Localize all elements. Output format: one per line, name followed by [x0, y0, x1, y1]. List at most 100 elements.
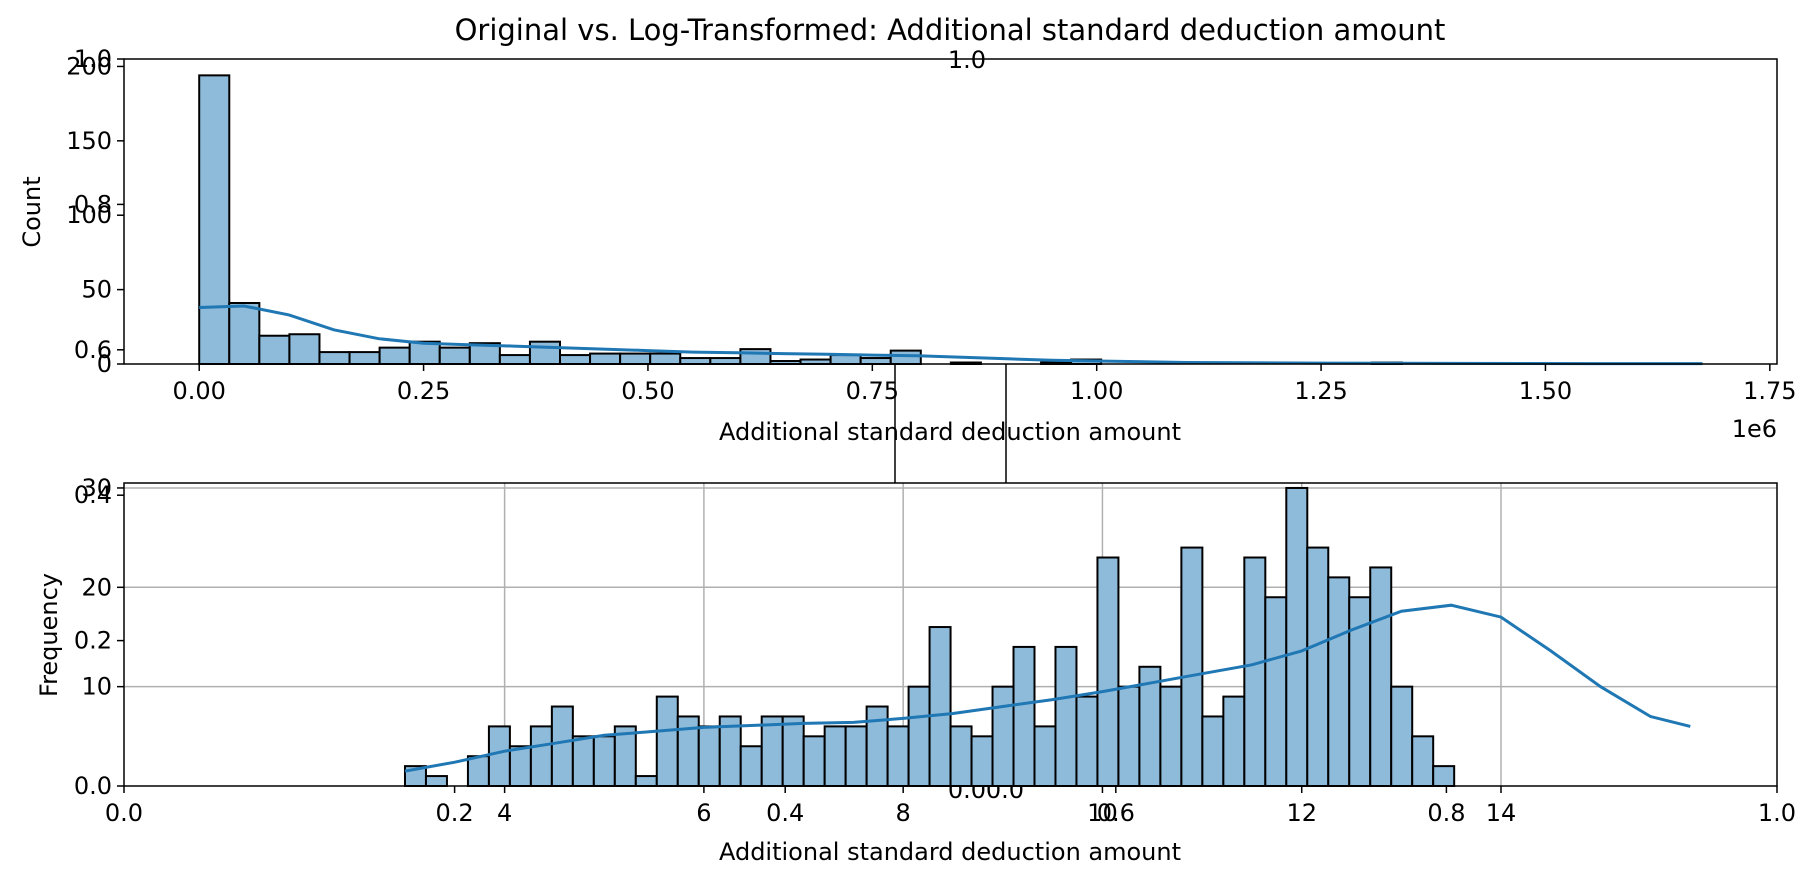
top-y-tick-label: 100 [66, 201, 112, 229]
bottom-bar [970, 735, 994, 788]
bottom-y-tick-label: 10 [81, 673, 112, 701]
top-bars [198, 74, 1403, 366]
bottom-bar [424, 775, 448, 787]
bottom-bar [508, 745, 532, 787]
bottom-bar [1075, 695, 1099, 787]
top-x-tick-label: 0.25 [397, 377, 450, 405]
bottom-bar [1180, 546, 1204, 788]
top-kde-line [199, 304, 1703, 366]
background-x-tick-label: 0.2 [436, 799, 474, 827]
top-y-tick-label: 200 [66, 52, 112, 80]
bottom-bar [1222, 695, 1246, 787]
top-y-ticks: 0 50 100 150 200 [66, 52, 124, 378]
top-bar [589, 352, 622, 365]
top-x-axis-label: Additional standard deduction amount [719, 418, 1181, 446]
bottom-bar [802, 735, 826, 788]
top-x-tick-label: 1.25 [1294, 377, 1347, 405]
top-bar [829, 354, 862, 366]
bottom-bar [1327, 576, 1351, 788]
bottom-bar [1285, 486, 1309, 787]
top-bar [559, 354, 592, 366]
bottom-y-ticks: 10 20 30 [81, 474, 124, 701]
top-bar [889, 349, 922, 365]
bottom-bar [487, 725, 511, 787]
bottom-bar [697, 725, 721, 787]
top-x-tick-label: 0.50 [621, 377, 674, 405]
bottom-x-tick-label: 14 [1486, 799, 1517, 827]
top-y-tick-label: 50 [81, 276, 112, 304]
bottom-bar [991, 685, 1015, 788]
top-x-tick-label: 0.75 [846, 377, 899, 405]
bottom-bar [1390, 685, 1414, 788]
bottom-y-tick-label: 20 [81, 573, 112, 601]
background-y-tick-label: 0.2 [74, 627, 112, 655]
bottom-bar [823, 725, 847, 787]
bottom-bar [1033, 725, 1057, 787]
bottom-bar [1201, 715, 1225, 788]
bottom-bar [1264, 596, 1288, 788]
bottom-x-tick-label: 12 [1286, 799, 1317, 827]
bottom-bar [1117, 685, 1141, 788]
top-bar [709, 357, 742, 365]
bottom-y-axis-label: Frequency [35, 573, 63, 697]
bottom-bar [571, 735, 595, 788]
bottom-x-tick-label: 10 [1087, 799, 1118, 827]
histogram-log: 4 6 8 10 12 14 10 20 30 Additional standard ded… [35, 474, 1778, 866]
background-y-tick-label: 0.4 [74, 481, 112, 509]
bottom-bar [928, 626, 952, 788]
background-x-tick-label: 1.0 [1758, 799, 1796, 827]
background-y-tick-label: 0.6 [74, 336, 112, 364]
bottom-bar [466, 755, 490, 787]
background-y-tick-label: 0.8 [74, 190, 112, 218]
background-x-tick-label: 0.6 [1097, 799, 1135, 827]
bottom-bars [403, 486, 1456, 788]
top-bar [198, 74, 231, 366]
top-y-axis-label: Count [18, 176, 46, 247]
bottom-bar [655, 695, 679, 787]
top-x-ticks: 0.00 0.25 0.50 0.75 1.00 1.25 1.50 1.75 [172, 364, 1797, 405]
bottom-bar [739, 745, 763, 787]
background-y-tick-label: 1.0 [74, 45, 112, 73]
top-bar [378, 346, 411, 366]
bottom-y-tick-label: 30 [81, 474, 112, 502]
top-bar [438, 346, 471, 366]
bottom-bar [592, 735, 616, 788]
histogram-original: 0.00 0.25 0.50 0.75 1.00 1.25 1.50 1.75 0 50 100 1… [18, 52, 1797, 446]
bottom-bar [529, 725, 553, 787]
bottom-kde-line [404, 603, 1691, 773]
top-bar [619, 352, 652, 365]
top-bar [649, 352, 682, 365]
top-bar [228, 302, 261, 365]
bottom-x-axis-label: Additional standard deduction amount [719, 838, 1181, 866]
background-y-tick-label: 0.0 [74, 772, 112, 800]
background-x-tick-label: 0.8 [1427, 799, 1465, 827]
top-x-offset-label: 1e6 [1732, 415, 1777, 443]
top-bar [739, 348, 772, 365]
bottom-bar [1243, 556, 1267, 787]
top-bar [318, 351, 351, 366]
bottom-x-tick-label: 6 [696, 799, 711, 827]
bottom-bar [1159, 685, 1183, 788]
bottom-bar [844, 725, 868, 787]
bottom-bar [1054, 645, 1078, 787]
bottom-bar [949, 725, 973, 787]
chart-title: Original vs. Log-Transformed: Additional… [455, 13, 1446, 47]
bottom-bar [907, 685, 931, 788]
top-bar [348, 351, 381, 366]
top-bar [528, 340, 562, 365]
bottom-axes-frame [123, 482, 1778, 787]
bottom-bar [886, 725, 910, 787]
bottom-bar [1306, 546, 1330, 788]
bottom-bar [634, 775, 658, 787]
top-axes-frame [123, 58, 1778, 365]
bottom-bar [550, 705, 574, 788]
top-y-tick-label: 0 [97, 350, 112, 378]
background-x-tick-label: 0.0 [105, 799, 143, 827]
bottom-bar [1432, 765, 1456, 788]
top-bar [859, 357, 892, 365]
bottom-bar [1369, 566, 1393, 787]
bottom-bar [1411, 735, 1435, 788]
top-x-tick-label: 1.50 [1519, 377, 1572, 405]
top-bar [498, 354, 531, 366]
